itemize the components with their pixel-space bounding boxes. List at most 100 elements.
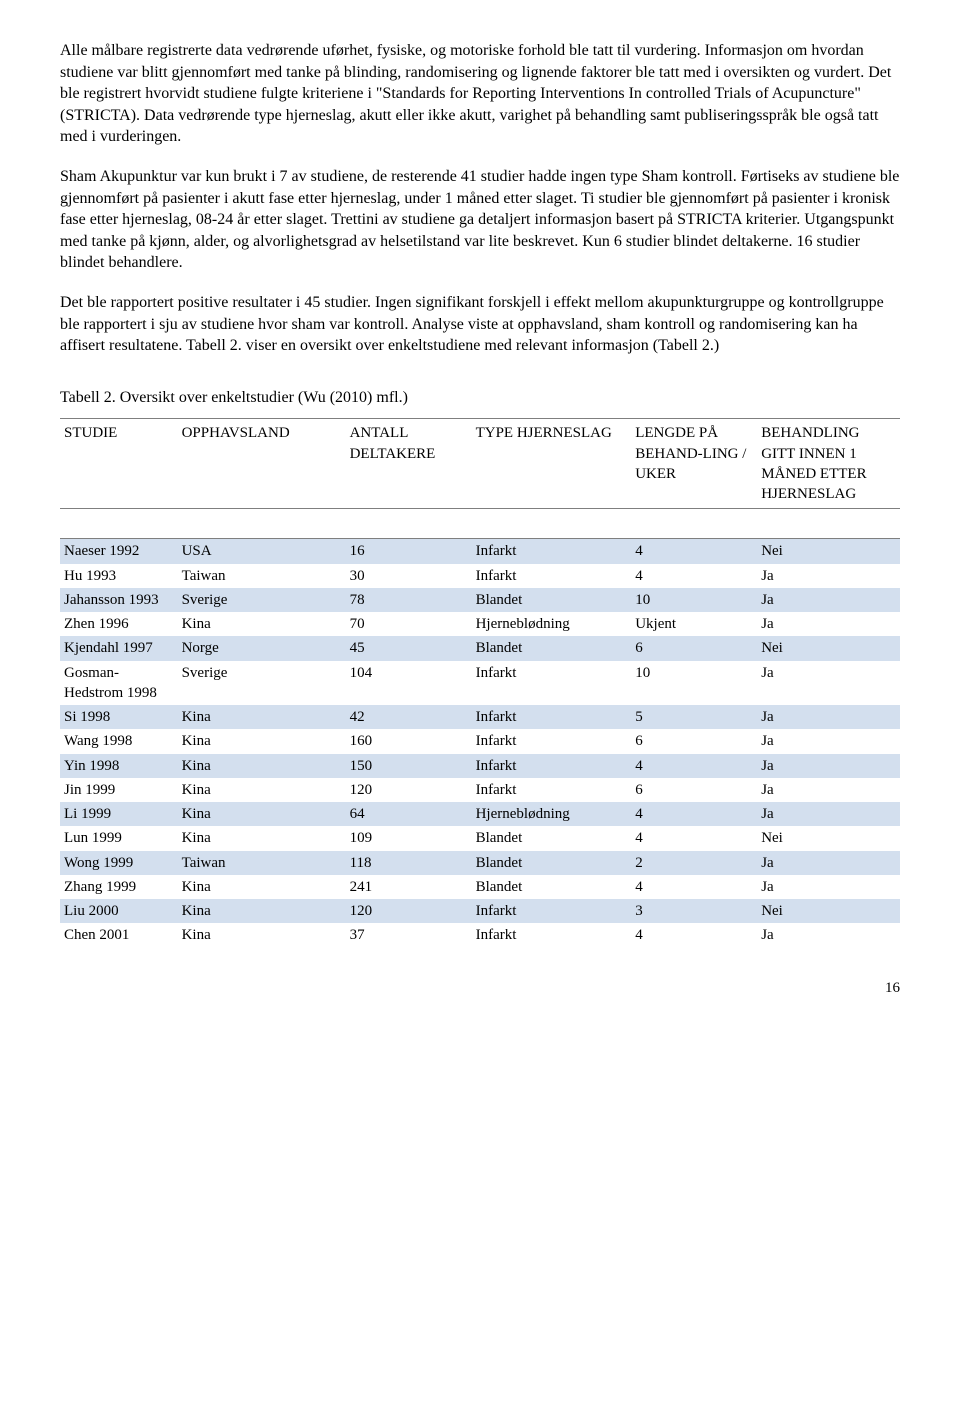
cell-opphav: USA xyxy=(178,539,346,564)
table-row: Zhen 1996 Kina 70 Hjerneblødning Ukjent … xyxy=(60,612,900,636)
cell-antall: 45 xyxy=(346,636,472,660)
table-row: Chen 2001 Kina 37 Infarkt 4 Ja xyxy=(60,923,900,947)
cell-lengde: 2 xyxy=(631,851,757,875)
cell-antall: 241 xyxy=(346,875,472,899)
cell-opphav: Taiwan xyxy=(178,851,346,875)
cell-lengde: 6 xyxy=(631,729,757,753)
cell-lengde: 10 xyxy=(631,588,757,612)
cell-opphav: Sverige xyxy=(178,661,346,706)
table-row: Wang 1998 Kina 160 Infarkt 6 Ja xyxy=(60,729,900,753)
cell-opphav: Kina xyxy=(178,612,346,636)
cell-lengde: 6 xyxy=(631,636,757,660)
cell-studie: Chen 2001 xyxy=(60,923,178,947)
table-row: Yin 1998 Kina 150 Infarkt 4 Ja xyxy=(60,754,900,778)
cell-opphav: Kina xyxy=(178,826,346,850)
cell-behand: Ja xyxy=(757,778,900,802)
table-row: Zhang 1999 Kina 241 Blandet 4 Ja xyxy=(60,875,900,899)
table-caption: Tabell 2. Oversikt over enkeltstudier (W… xyxy=(60,387,900,409)
cell-lengde: 4 xyxy=(631,802,757,826)
cell-behand: Ja xyxy=(757,851,900,875)
table-row: Hu 1993 Taiwan 30 Infarkt 4 Ja xyxy=(60,564,900,588)
cell-behand: Ja xyxy=(757,923,900,947)
cell-studie: Liu 2000 xyxy=(60,899,178,923)
cell-antall: 37 xyxy=(346,923,472,947)
cell-type: Infarkt xyxy=(472,661,632,706)
cell-opphav: Kina xyxy=(178,802,346,826)
cell-behand: Ja xyxy=(757,754,900,778)
cell-type: Infarkt xyxy=(472,729,632,753)
table-row: Naeser 1992 USA 16 Infarkt 4 Nei xyxy=(60,539,900,564)
cell-studie: Naeser 1992 xyxy=(60,539,178,564)
cell-opphav: Kina xyxy=(178,729,346,753)
paragraph-1: Alle målbare registrerte data vedrørende… xyxy=(60,40,900,148)
cell-lengde: 3 xyxy=(631,899,757,923)
studies-table: STUDIE OPPHAVSLAND ANTALL DELTAKERE TYPE… xyxy=(60,418,900,947)
cell-type: Infarkt xyxy=(472,923,632,947)
table-row: Jin 1999 Kina 120 Infarkt 6 Ja xyxy=(60,778,900,802)
cell-lengde: 4 xyxy=(631,564,757,588)
cell-behand: Ja xyxy=(757,564,900,588)
cell-studie: Yin 1998 xyxy=(60,754,178,778)
table-row: Lun 1999 Kina 109 Blandet 4 Nei xyxy=(60,826,900,850)
paragraph-2: Sham Akupunktur var kun brukt i 7 av stu… xyxy=(60,166,900,274)
col-header-studie: STUDIE xyxy=(60,419,178,509)
cell-antall: 120 xyxy=(346,899,472,923)
cell-type: Hjerneblødning xyxy=(472,612,632,636)
paragraph-3: Det ble rapportert positive resultater i… xyxy=(60,292,900,357)
cell-studie: Zhen 1996 xyxy=(60,612,178,636)
cell-lengde: Ukjent xyxy=(631,612,757,636)
table-row: Wong 1999 Taiwan 118 Blandet 2 Ja xyxy=(60,851,900,875)
cell-opphav: Kina xyxy=(178,778,346,802)
cell-antall: 109 xyxy=(346,826,472,850)
cell-behand: Ja xyxy=(757,705,900,729)
cell-antall: 150 xyxy=(346,754,472,778)
cell-lengde: 4 xyxy=(631,754,757,778)
cell-behand: Ja xyxy=(757,661,900,706)
cell-lengde: 4 xyxy=(631,923,757,947)
cell-type: Infarkt xyxy=(472,539,632,564)
cell-opphav: Kina xyxy=(178,705,346,729)
cell-opphav: Norge xyxy=(178,636,346,660)
cell-studie: Zhang 1999 xyxy=(60,875,178,899)
cell-type: Hjerneblødning xyxy=(472,802,632,826)
cell-opphav: Taiwan xyxy=(178,564,346,588)
cell-type: Infarkt xyxy=(472,754,632,778)
table-header-row: STUDIE OPPHAVSLAND ANTALL DELTAKERE TYPE… xyxy=(60,419,900,509)
cell-behand: Ja xyxy=(757,729,900,753)
table-row: Jahansson 1993 Sverige 78 Blandet 10 Ja xyxy=(60,588,900,612)
table-row: Liu 2000 Kina 120 Infarkt 3 Nei xyxy=(60,899,900,923)
col-header-type: TYPE HJERNESLAG xyxy=(472,419,632,509)
cell-type: Infarkt xyxy=(472,564,632,588)
cell-studie: Hu 1993 xyxy=(60,564,178,588)
col-header-antall: ANTALL DELTAKERE xyxy=(346,419,472,509)
cell-type: Blandet xyxy=(472,851,632,875)
cell-antall: 78 xyxy=(346,588,472,612)
cell-studie: Wang 1998 xyxy=(60,729,178,753)
cell-antall: 42 xyxy=(346,705,472,729)
cell-lengde: 5 xyxy=(631,705,757,729)
table-row: Li 1999 Kina 64 Hjerneblødning 4 Ja xyxy=(60,802,900,826)
cell-antall: 120 xyxy=(346,778,472,802)
cell-antall: 64 xyxy=(346,802,472,826)
cell-antall: 30 xyxy=(346,564,472,588)
cell-behand: Ja xyxy=(757,875,900,899)
table-row: Kjendahl 1997 Norge 45 Blandet 6 Nei xyxy=(60,636,900,660)
cell-lengde: 4 xyxy=(631,826,757,850)
col-header-opphavsland: OPPHAVSLAND xyxy=(178,419,346,509)
col-header-behandling: BEHANDLING GITT INNEN 1 MÅNED ETTER HJER… xyxy=(757,419,900,509)
cell-opphav: Kina xyxy=(178,923,346,947)
cell-antall: 104 xyxy=(346,661,472,706)
cell-behand: Nei xyxy=(757,899,900,923)
cell-studie: Gosman-Hedstrom 1998 xyxy=(60,661,178,706)
cell-studie: Jahansson 1993 xyxy=(60,588,178,612)
cell-studie: Wong 1999 xyxy=(60,851,178,875)
cell-studie: Kjendahl 1997 xyxy=(60,636,178,660)
cell-lengde: 4 xyxy=(631,875,757,899)
cell-behand: Ja xyxy=(757,588,900,612)
cell-lengde: 10 xyxy=(631,661,757,706)
cell-studie: Lun 1999 xyxy=(60,826,178,850)
table-row: Si 1998 Kina 42 Infarkt 5 Ja xyxy=(60,705,900,729)
cell-behand: Nei xyxy=(757,636,900,660)
cell-studie: Jin 1999 xyxy=(60,778,178,802)
cell-type: Blandet xyxy=(472,636,632,660)
